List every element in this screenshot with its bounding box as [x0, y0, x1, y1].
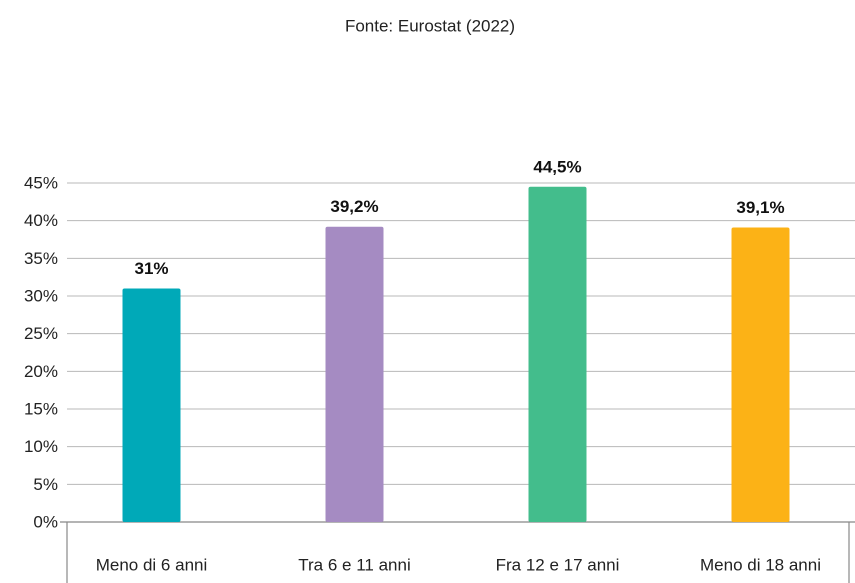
y-tick-label: 45% [24, 173, 58, 192]
x-tick-label: Tra 6 e 11 anni [298, 555, 410, 574]
bar [325, 226, 384, 522]
data-label: 39,1% [736, 198, 784, 217]
bar [528, 186, 587, 522]
y-tick-label: 25% [24, 324, 58, 343]
y-tick-label: 35% [24, 249, 58, 268]
data-label: 39,2% [330, 197, 378, 216]
chart-title: Fonte: Eurostat (2022) [345, 16, 515, 35]
bar [731, 227, 790, 523]
data-label: 31% [134, 259, 168, 278]
x-tick-label: Meno di 18 anni [700, 555, 821, 574]
bar [122, 288, 181, 522]
x-tick-label: Fra 12 e 17 anni [496, 555, 620, 574]
data-label: 44,5% [533, 157, 581, 176]
x-tick-label: Meno di 6 anni [96, 555, 208, 574]
y-tick-label: 40% [24, 211, 58, 230]
y-tick-label: 20% [24, 362, 58, 381]
y-tick-label: 15% [24, 399, 58, 418]
y-tick-label: 10% [24, 437, 58, 456]
y-tick-label: 0% [33, 512, 58, 531]
y-tick-label: 5% [33, 475, 58, 494]
y-tick-label: 30% [24, 286, 58, 305]
